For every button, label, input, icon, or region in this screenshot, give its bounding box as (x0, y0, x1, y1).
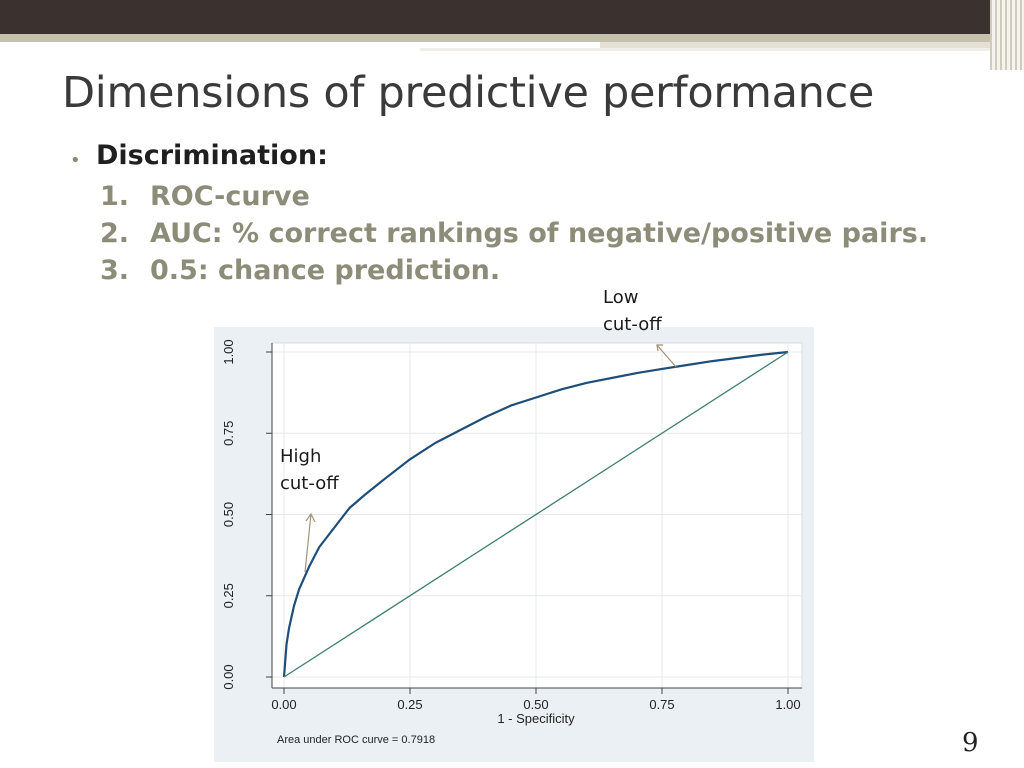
bullet-heading: Discrimination: (96, 140, 328, 171)
y-tick-label: 0.75 (221, 421, 236, 446)
page-number: 9 (962, 728, 979, 758)
x-tick-label: 0.25 (397, 697, 422, 712)
grid-lines (272, 343, 802, 688)
list-item-number: 1. (100, 181, 130, 212)
slide-title: Dimensions of predictive performance (62, 68, 875, 118)
low-cutoff-label-line2: cut-off (603, 314, 662, 335)
series-group (282, 350, 789, 678)
high-cutoff-arrow (304, 512, 316, 573)
y-tick-label: 1.00 (221, 339, 236, 364)
x-axis-label: 1 - Specificity (497, 711, 575, 726)
high-cutoff-arrow-line (304, 513, 312, 573)
y-tick-label: 0.50 (221, 502, 236, 527)
list-item-text: ROC-curve (150, 181, 310, 212)
header-accent-line (0, 34, 1024, 42)
x-tick-label: 0.75 (649, 697, 674, 712)
auc-note: Area under ROC curve = 0.7918 (277, 734, 435, 746)
header-accent-line-light (600, 42, 1024, 48)
list-item-number: 3. (100, 255, 130, 286)
high-cutoff-label-line1: High (280, 446, 322, 467)
y-tick-label: 0.00 (221, 664, 236, 689)
list-item-text: 0.5: chance prediction. (150, 255, 501, 286)
numbered-list: 1. ROC-curve 2. AUC: % correct rankings of… (100, 178, 928, 289)
high-cutoff-arrowhead (305, 512, 316, 523)
x-tick-label: 0.00 (271, 697, 296, 712)
low-cutoff-arrow (656, 344, 677, 368)
y-tick-label: 0.25 (221, 583, 236, 608)
decorative-stripes (990, 0, 1024, 70)
roc-curve-line (282, 350, 789, 678)
header-band (0, 0, 1024, 34)
reference-diagonal-line (283, 351, 789, 678)
list-item: 3. 0.5: chance prediction. (100, 252, 928, 289)
low-cutoff-arrowhead (656, 344, 663, 352)
axis-ticks: 0.00 0.25 0.50 0.75 1.00 0.00 0.25 0.50 0.75 1.00 (221, 339, 801, 712)
list-item: 1. ROC-curve (100, 178, 928, 215)
list-item-number: 2. (100, 218, 130, 249)
low-cutoff-label-line1: Low (603, 287, 639, 308)
x-tick-label: 0.50 (523, 697, 548, 712)
list-item-text: AUC: % correct rankings of negative/posi… (150, 218, 929, 249)
header-accent-line-faint (420, 48, 1024, 51)
list-item: 2. AUC: % correct rankings of negative/po… (100, 215, 928, 252)
low-cutoff-label: Low cut-off (603, 284, 662, 338)
high-cutoff-label-line2: cut-off (280, 473, 339, 494)
low-cutoff-arrow-line (656, 344, 677, 368)
x-tick-label: 1.00 (775, 697, 800, 712)
bullet-dot-icon: • (70, 150, 81, 171)
high-cutoff-label: High cut-off (280, 443, 339, 497)
